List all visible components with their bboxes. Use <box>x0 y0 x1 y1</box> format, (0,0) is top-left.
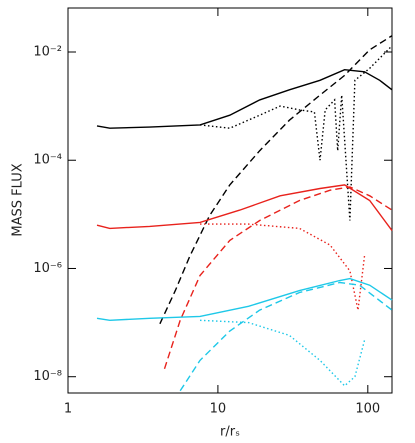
data-line <box>163 186 393 370</box>
x-axis-label: r/rₛ <box>220 425 240 440</box>
x-tick-label: 1 <box>64 402 72 417</box>
x-tick-label: 10 <box>210 402 227 417</box>
data-line <box>96 68 393 129</box>
y-tick-label: 10⁻⁶ <box>33 261 62 276</box>
data-line <box>199 319 366 387</box>
data-line <box>179 281 393 392</box>
data-line <box>96 184 393 232</box>
data-line <box>96 277 393 322</box>
y-tick-label: 10⁻⁸ <box>33 369 62 384</box>
y-tick-label: 10⁻² <box>33 44 62 59</box>
x-tick-label: 100 <box>355 402 380 417</box>
data-line <box>200 223 366 311</box>
plot-frame <box>67 7 393 394</box>
y-tick-label: 10⁻⁴ <box>33 153 62 168</box>
data-line <box>159 35 393 325</box>
y-axis-label: MASS FLUX <box>11 163 26 236</box>
